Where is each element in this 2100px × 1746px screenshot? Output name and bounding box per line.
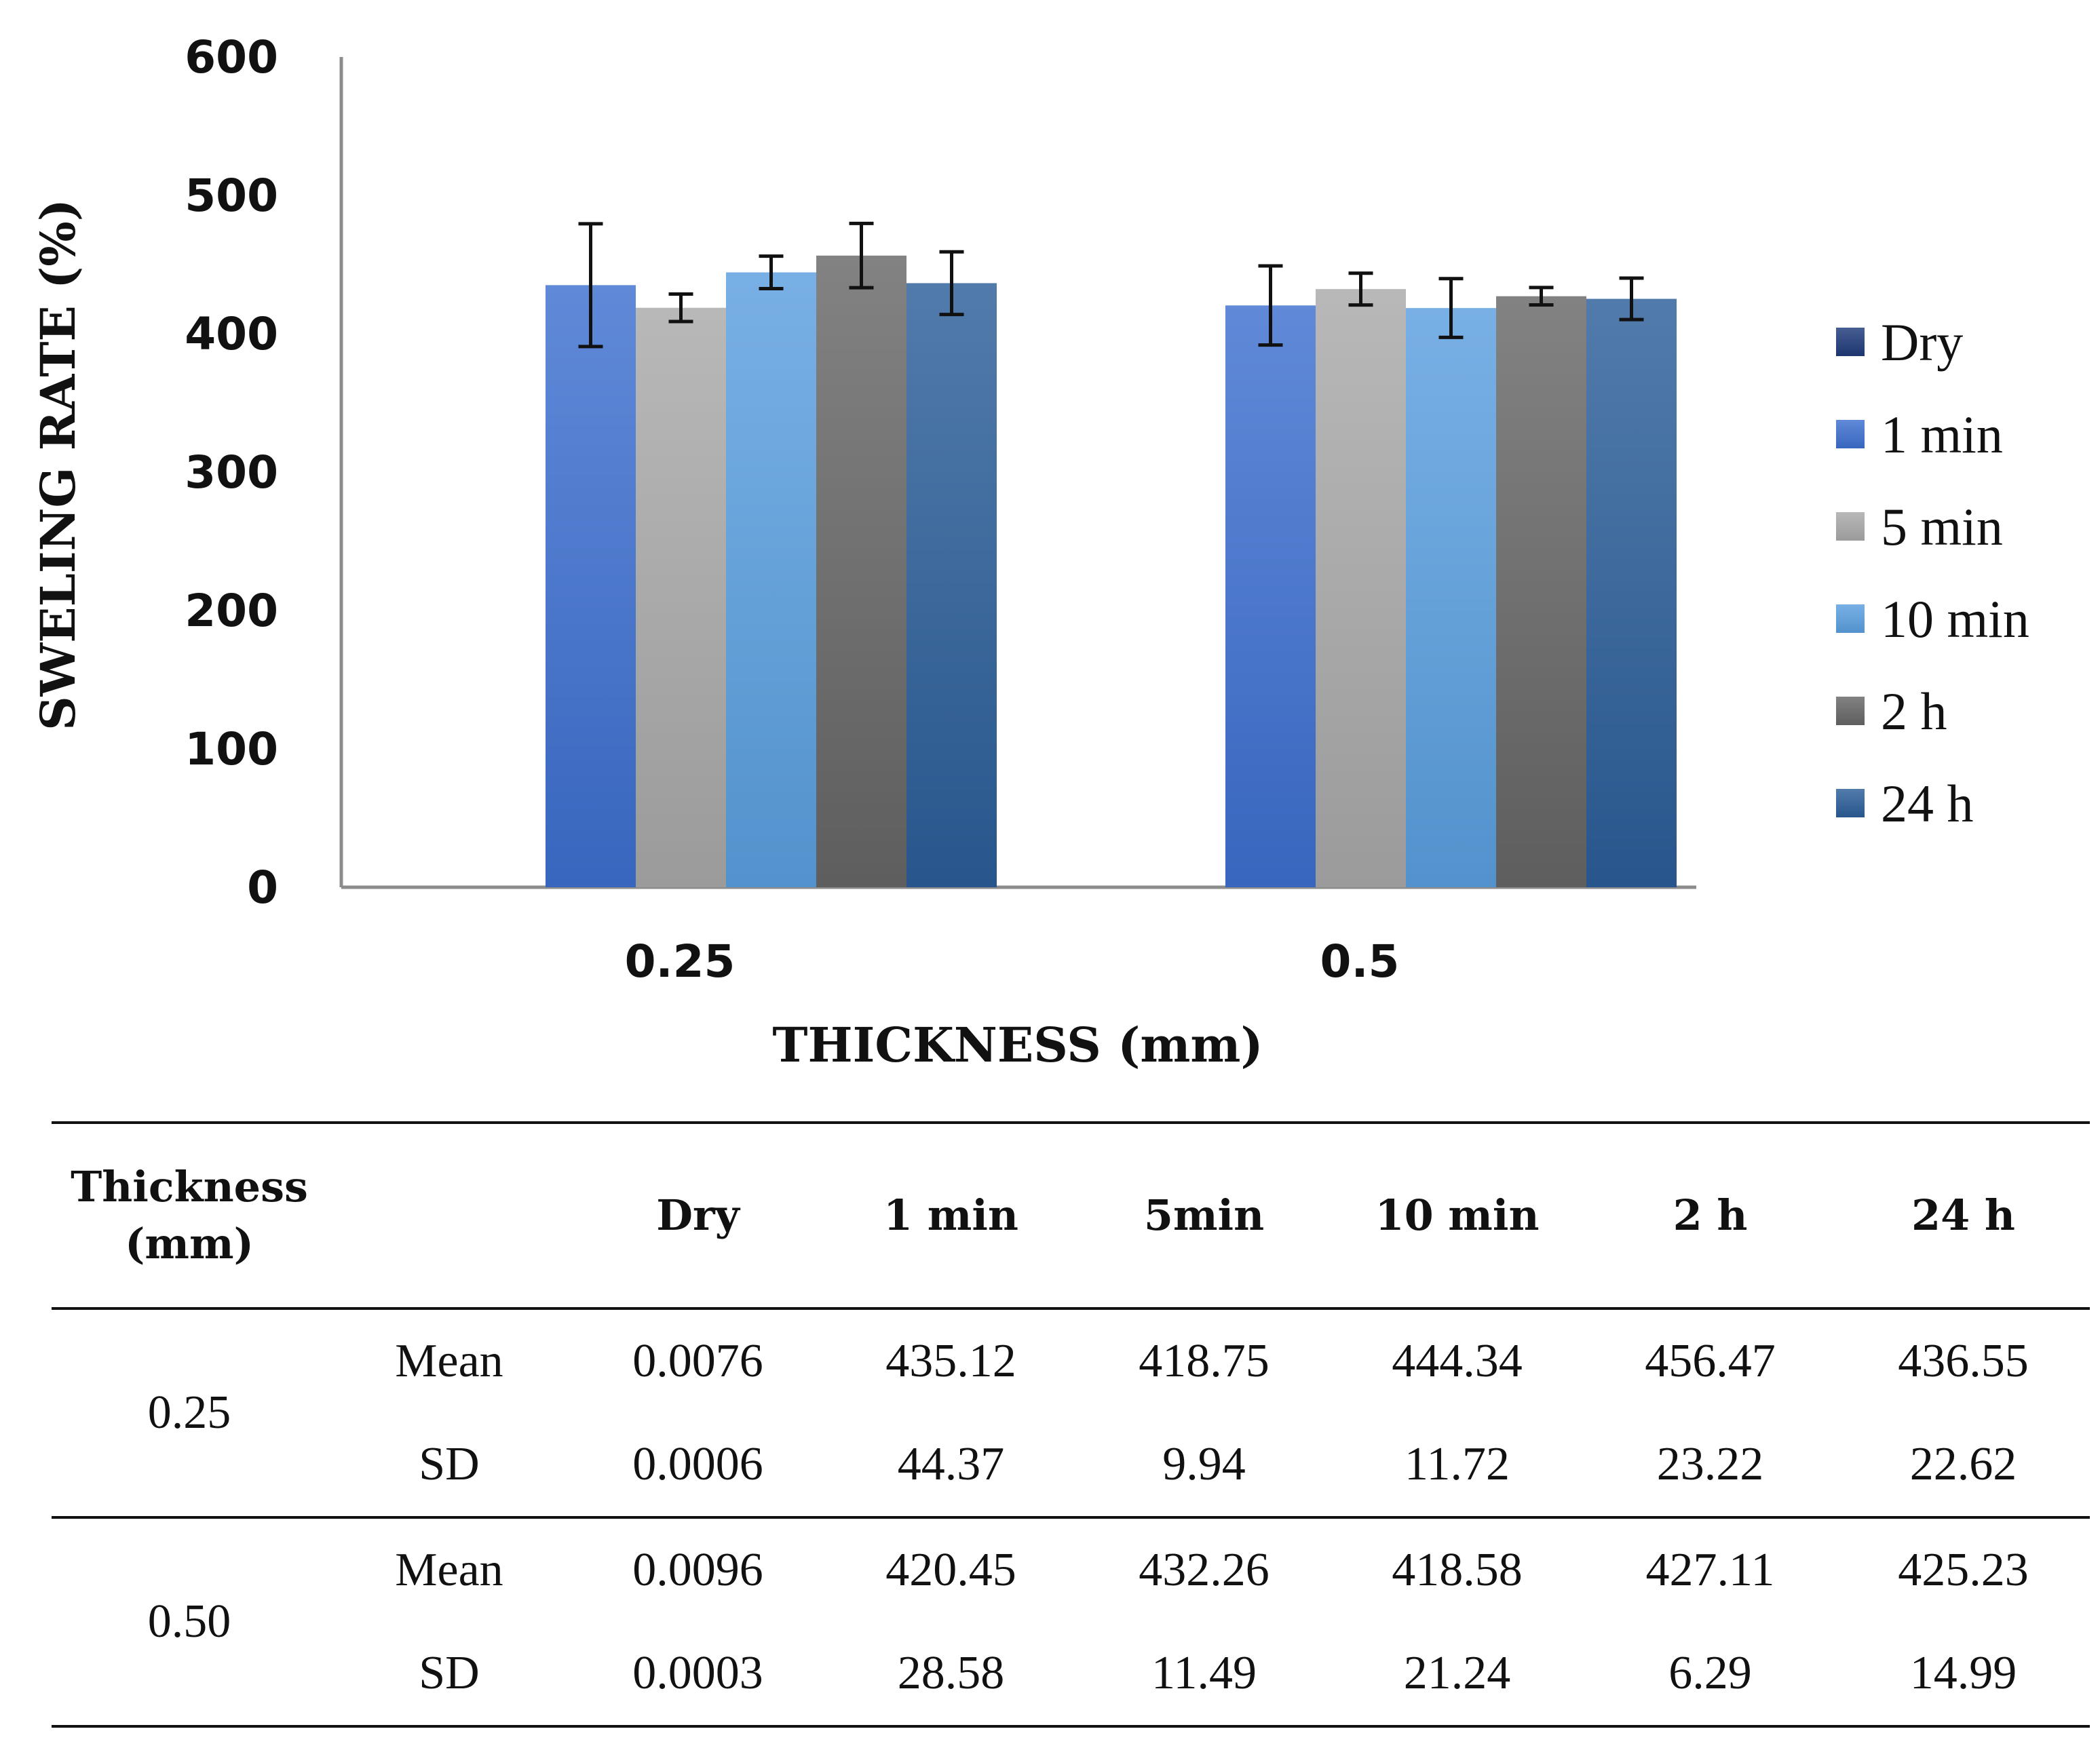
y-axis-label: SWELING RATE (%) bbox=[30, 199, 86, 731]
error-bar bbox=[1438, 277, 1464, 339]
header-dry: Dry bbox=[656, 1190, 740, 1241]
bar-1-min-0.5 bbox=[1225, 305, 1316, 888]
bar-2-h-0.5 bbox=[1496, 296, 1586, 888]
value-cell: 427.11 bbox=[1645, 1544, 1775, 1596]
table-row: 0.25 Mean 0.0076 435.12 418.75 444.34 45… bbox=[52, 1308, 2090, 1439]
value-cell: 6.29 bbox=[1668, 1647, 1752, 1699]
y-tick-label: 500 bbox=[185, 170, 278, 222]
error-bar bbox=[939, 250, 964, 317]
y-tick-label: 400 bbox=[185, 308, 278, 360]
error-bar bbox=[578, 222, 603, 349]
header-1min: 1 min bbox=[883, 1190, 1018, 1241]
legend-label: 1 min bbox=[1881, 405, 2003, 464]
value-cell: 420.45 bbox=[885, 1544, 1016, 1596]
value-cell: 23.22 bbox=[1656, 1438, 1764, 1490]
legend-swatch bbox=[1836, 789, 1865, 817]
x-tick-label: 0.25 bbox=[625, 935, 736, 988]
swelling-rate-bar-chart: 0 100 200 300 400 500 600 0.25 0.5 Dry 1 min 5 mi… bbox=[30, 31, 2029, 1073]
x-tick-label: 0.5 bbox=[1320, 935, 1400, 988]
value-cell: 0.0006 bbox=[632, 1438, 763, 1490]
y-tick-label: 100 bbox=[185, 723, 278, 775]
thickness-cell: 0.25 bbox=[147, 1386, 231, 1439]
error-bar bbox=[1529, 286, 1554, 307]
group-0-25: 0.25 Mean 0.0076 435.12 418.75 444.34 45… bbox=[52, 1308, 2090, 1517]
bar-2-h-0.25 bbox=[816, 255, 906, 887]
legend-label: Dry bbox=[1881, 313, 1963, 372]
header-5min: 5min bbox=[1143, 1190, 1265, 1241]
value-cell: 44.37 bbox=[897, 1438, 1005, 1490]
stat-cell: SD bbox=[419, 1647, 480, 1699]
table-header-row: Thickness (mm) Dry 1 min 5min 10 min 2 h … bbox=[52, 1123, 2090, 1308]
group-0-50: 0.50 Mean 0.0096 420.45 432.26 418.58 42… bbox=[52, 1517, 2090, 1726]
y-tick-label: 300 bbox=[185, 446, 278, 499]
error-bar bbox=[668, 292, 693, 324]
value-cell: 0.0096 bbox=[632, 1544, 763, 1596]
y-tick-label: 200 bbox=[185, 585, 278, 637]
value-cell: 435.12 bbox=[885, 1335, 1016, 1387]
statistics-table: Thickness (mm) Dry 1 min 5min 10 min 2 h … bbox=[52, 1121, 2090, 1728]
value-cell: 444.34 bbox=[1392, 1335, 1523, 1387]
value-cell: 9.94 bbox=[1162, 1438, 1246, 1490]
y-tick-label: 600 bbox=[185, 31, 278, 83]
value-cell: 11.49 bbox=[1151, 1647, 1257, 1699]
error-bar bbox=[849, 221, 874, 290]
value-cell: 21.24 bbox=[1403, 1647, 1511, 1699]
value-cell: 432.26 bbox=[1139, 1544, 1269, 1596]
value-cell: 418.75 bbox=[1139, 1335, 1269, 1387]
x-axis: 0.25 0.5 bbox=[341, 885, 1696, 988]
bar-10-min-0.25 bbox=[726, 272, 816, 887]
bar-24-h-0.25 bbox=[906, 283, 997, 887]
value-cell: 418.58 bbox=[1392, 1544, 1523, 1596]
stat-cell: Mean bbox=[395, 1335, 503, 1387]
stat-cell: SD bbox=[419, 1438, 480, 1490]
stat-cell: Mean bbox=[395, 1544, 503, 1596]
thickness-cell: 0.50 bbox=[147, 1595, 231, 1648]
legend-label: 5 min bbox=[1881, 497, 2003, 556]
header-24h: 24 h bbox=[1911, 1190, 2015, 1241]
value-cell: 0.0003 bbox=[632, 1647, 763, 1699]
table-row: SD 0.0006 44.37 9.94 11.72 23.22 22.62 bbox=[52, 1413, 2090, 1517]
header-stat bbox=[327, 1123, 571, 1308]
header-thickness: Thickness (mm) bbox=[71, 1162, 308, 1268]
y-axis: 0 100 200 300 400 500 600 bbox=[185, 31, 343, 914]
legend-label: 10 min bbox=[1881, 589, 2029, 648]
error-bar bbox=[1619, 276, 1644, 322]
legend-swatch bbox=[1836, 697, 1865, 725]
x-axis-label: THICKNESS (mm) bbox=[772, 1017, 1263, 1073]
value-cell: 11.72 bbox=[1405, 1438, 1510, 1490]
table-row: SD 0.0003 28.58 11.49 21.24 6.29 14.99 bbox=[52, 1622, 2090, 1726]
legend-swatch bbox=[1836, 420, 1865, 448]
bar-24-h-0.5 bbox=[1586, 298, 1677, 888]
value-cell: 28.58 bbox=[897, 1647, 1005, 1699]
value-cell: 0.0076 bbox=[632, 1335, 763, 1387]
table-row: 0.50 Mean 0.0096 420.45 432.26 418.58 42… bbox=[52, 1517, 2090, 1648]
bars bbox=[455, 255, 1677, 888]
legend-label: 24 h bbox=[1881, 774, 1974, 833]
legend-swatch bbox=[1836, 328, 1865, 356]
bar-10-min-0.5 bbox=[1406, 308, 1496, 887]
error-bar bbox=[1348, 271, 1373, 307]
value-cell: 425.23 bbox=[1898, 1544, 2029, 1596]
error-bars bbox=[578, 221, 1644, 349]
value-cell: 456.47 bbox=[1645, 1335, 1776, 1387]
bar-1-min-0.25 bbox=[546, 285, 636, 887]
value-cell: 436.55 bbox=[1898, 1335, 2029, 1387]
legend: Dry 1 min 5 min 10 min 2 h 24 h bbox=[1836, 313, 2029, 833]
error-bar bbox=[1258, 264, 1283, 347]
value-cell: 14.99 bbox=[1909, 1647, 2017, 1699]
legend-swatch bbox=[1836, 604, 1865, 633]
y-tick-label: 0 bbox=[247, 861, 278, 914]
error-bar bbox=[759, 254, 784, 290]
legend-label: 2 h bbox=[1881, 682, 1947, 741]
legend-swatch bbox=[1836, 512, 1865, 541]
bar-5-min-0.25 bbox=[636, 307, 726, 887]
header-2h: 2 h bbox=[1673, 1190, 1748, 1241]
bar-5-min-0.5 bbox=[1316, 289, 1406, 888]
header-10min: 10 min bbox=[1375, 1190, 1540, 1241]
value-cell: 22.62 bbox=[1909, 1438, 2017, 1490]
